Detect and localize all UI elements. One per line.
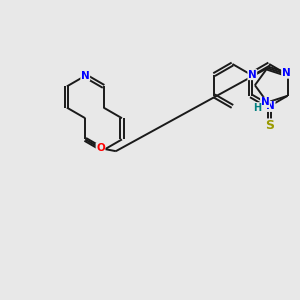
Text: N: N: [266, 101, 275, 111]
Text: N: N: [282, 68, 290, 78]
Text: H: H: [253, 103, 261, 113]
Text: N: N: [81, 71, 90, 81]
Text: S: S: [265, 119, 274, 132]
Text: N: N: [261, 98, 269, 107]
Text: N: N: [248, 70, 257, 80]
Text: O: O: [96, 143, 105, 153]
